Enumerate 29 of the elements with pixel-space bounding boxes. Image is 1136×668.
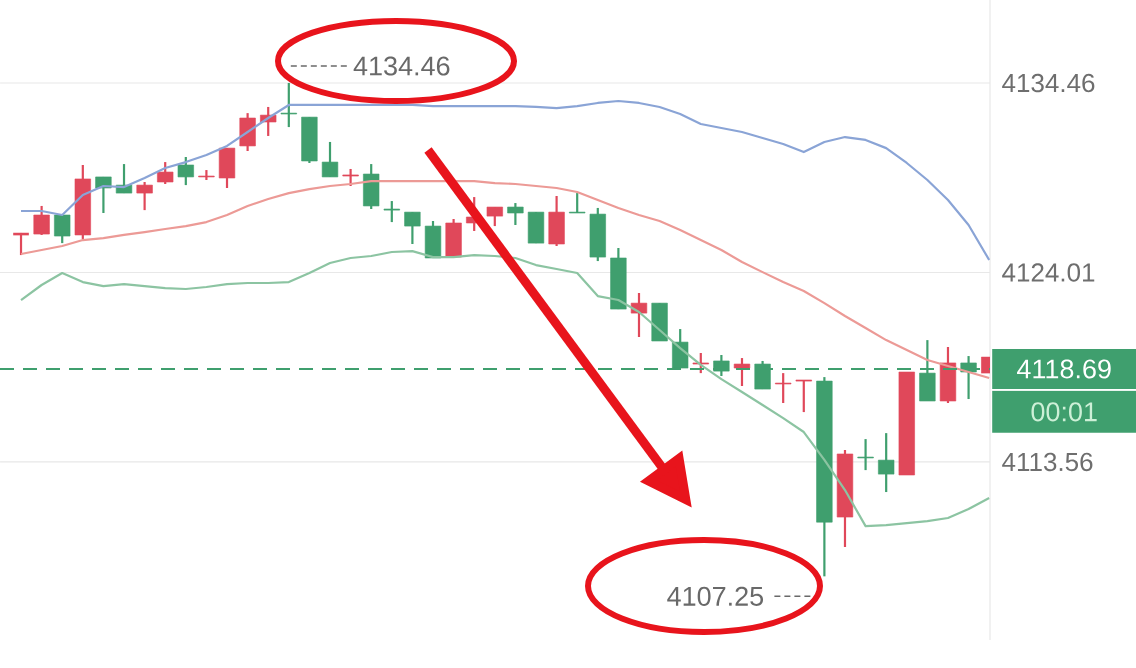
candlestick xyxy=(280,81,297,129)
candlestick xyxy=(733,356,751,388)
ref-line-label: 4118.69 xyxy=(1017,359,1111,379)
candlestick xyxy=(157,160,174,186)
candlestick xyxy=(795,378,812,414)
candlestick xyxy=(404,211,421,246)
y-tick-label: 4134.46 xyxy=(1002,73,1095,93)
candlestick xyxy=(54,213,71,245)
candlestick xyxy=(383,199,400,224)
y-tick-label: 4124.01 xyxy=(1002,263,1095,282)
y-tick-label: 4113.56 xyxy=(1002,452,1093,472)
candlestick xyxy=(775,372,792,405)
candlestick xyxy=(198,168,215,182)
candlestick xyxy=(33,204,50,237)
text: 00:01 xyxy=(1031,402,1097,422)
candlestick xyxy=(507,201,524,227)
candlestick xyxy=(486,205,503,228)
candlestick xyxy=(630,291,648,339)
line-series xyxy=(19,249,990,528)
annotation: 4107.25 xyxy=(667,586,764,606)
candlestick xyxy=(177,155,194,187)
candlestick xyxy=(857,438,874,472)
annotation: 4134.46 xyxy=(353,56,450,76)
candlestick xyxy=(321,140,339,179)
candlestick xyxy=(136,180,153,212)
candlestick xyxy=(692,351,709,375)
candlestick xyxy=(95,175,112,215)
candlestick xyxy=(878,432,895,494)
candlestick xyxy=(569,191,586,215)
